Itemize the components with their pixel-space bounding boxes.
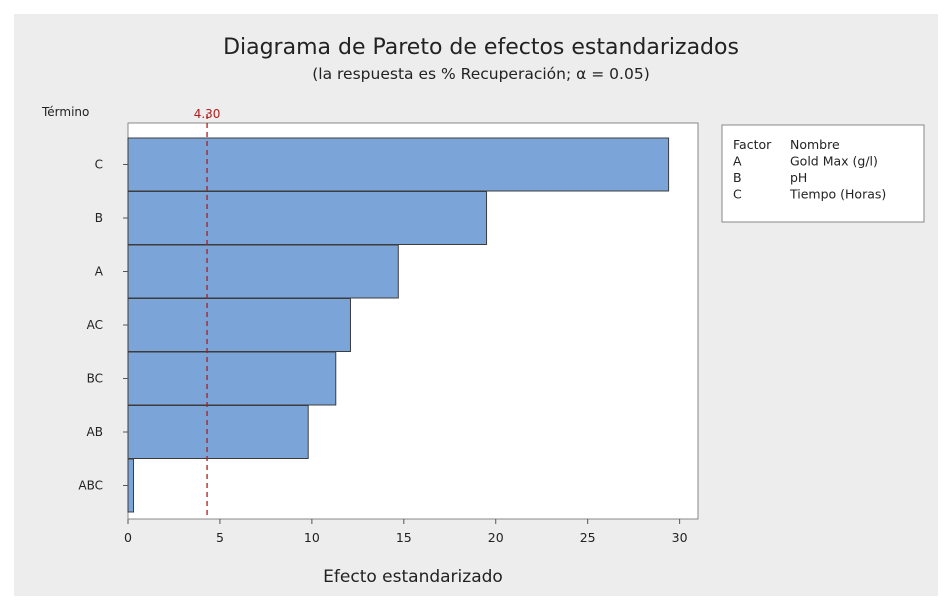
reference-layer: 4.30 (194, 107, 221, 519)
bar-a (127, 244, 399, 299)
legend-row-b-name: pH (790, 170, 807, 185)
x-tick-label-25: 25 (580, 530, 596, 545)
y-ticks-layer: C B A AC BC AB ABC (78, 158, 128, 493)
legend-row-a-name: Gold Max (g/l) (790, 154, 878, 169)
x-tick-label-20: 20 (488, 530, 504, 545)
x-ticks-layer: 0 5 10 15 20 25 30 (124, 519, 688, 545)
reference-line-label: 4.30 (194, 107, 221, 121)
y-tick-label-a: A (95, 265, 104, 279)
bar-ab (127, 405, 309, 459)
bar-bc (127, 351, 337, 406)
y-tick-label-c: C (95, 158, 103, 172)
bar-b (127, 191, 488, 245)
x-tick-label-0: 0 (124, 530, 132, 545)
bar-ac (127, 298, 351, 352)
legend-header-factor: Factor (733, 137, 772, 152)
legend-header-name: Nombre (790, 137, 840, 152)
legend-row-b-factor: B (733, 170, 742, 185)
y-tick-label-ac: AC (87, 318, 103, 332)
y-axis-title: Término (41, 105, 89, 119)
y-tick-label-b: B (95, 211, 103, 225)
x-axis-title: Efecto estandarizado (323, 567, 503, 587)
x-tick-label-10: 10 (304, 530, 320, 545)
legend-row-c-name: Tiempo (Horas) (789, 187, 886, 202)
x-tick-label-15: 15 (396, 530, 412, 545)
legend-row-a-factor: A (733, 154, 742, 169)
y-tick-label-ab: AB (87, 425, 103, 439)
legend-box (721, 124, 925, 223)
legend-row-c-factor: C (733, 187, 742, 202)
legend: Factor Nombre A Gold Max (g/l) B pH C Tiempo (H… (721, 124, 925, 223)
x-tick-label-5: 5 (216, 530, 224, 545)
y-tick-label-bc: BC (87, 372, 103, 386)
bars-layer (127, 137, 670, 513)
x-tick-label-30: 30 (672, 530, 688, 545)
chart-subtitle: (la respuesta es % Recuperación; α = 0.0… (312, 65, 650, 83)
y-tick-label-abc: ABC (78, 479, 103, 493)
chart-title: Diagrama de Pareto de efectos estandariz… (223, 35, 739, 60)
bar-abc (127, 458, 135, 513)
bar-c (127, 137, 670, 192)
